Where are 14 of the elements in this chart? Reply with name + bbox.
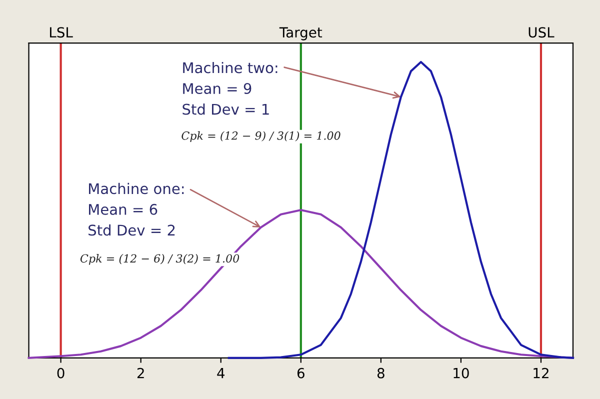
annotation: Cpk = (12 − 9) / 3(1) = 1.00 <box>182 131 340 142</box>
x-tick-label: 0 <box>57 368 64 378</box>
x-tick-label: 4 <box>217 368 225 378</box>
annotation: Machine one: Mean = 6 Std Dev = 2 <box>88 182 184 236</box>
x-tick-label: 2 <box>137 368 144 378</box>
ref-line-label: USL <box>528 27 554 38</box>
ref-line-label: Target <box>279 27 322 40</box>
x-tick-label: 8 <box>377 368 384 378</box>
annotation: Cpk = (12 − 6) / 3(2) = 1.00 <box>80 254 240 265</box>
ref-line-label: LSL <box>50 27 73 38</box>
x-tick-label: 6 <box>297 368 304 378</box>
annotation: Machine two: Mean = 9 Std Dev = 1 <box>182 62 278 115</box>
x-tick-label: 12 <box>534 368 548 378</box>
x-tick-label: 10 <box>454 368 469 378</box>
